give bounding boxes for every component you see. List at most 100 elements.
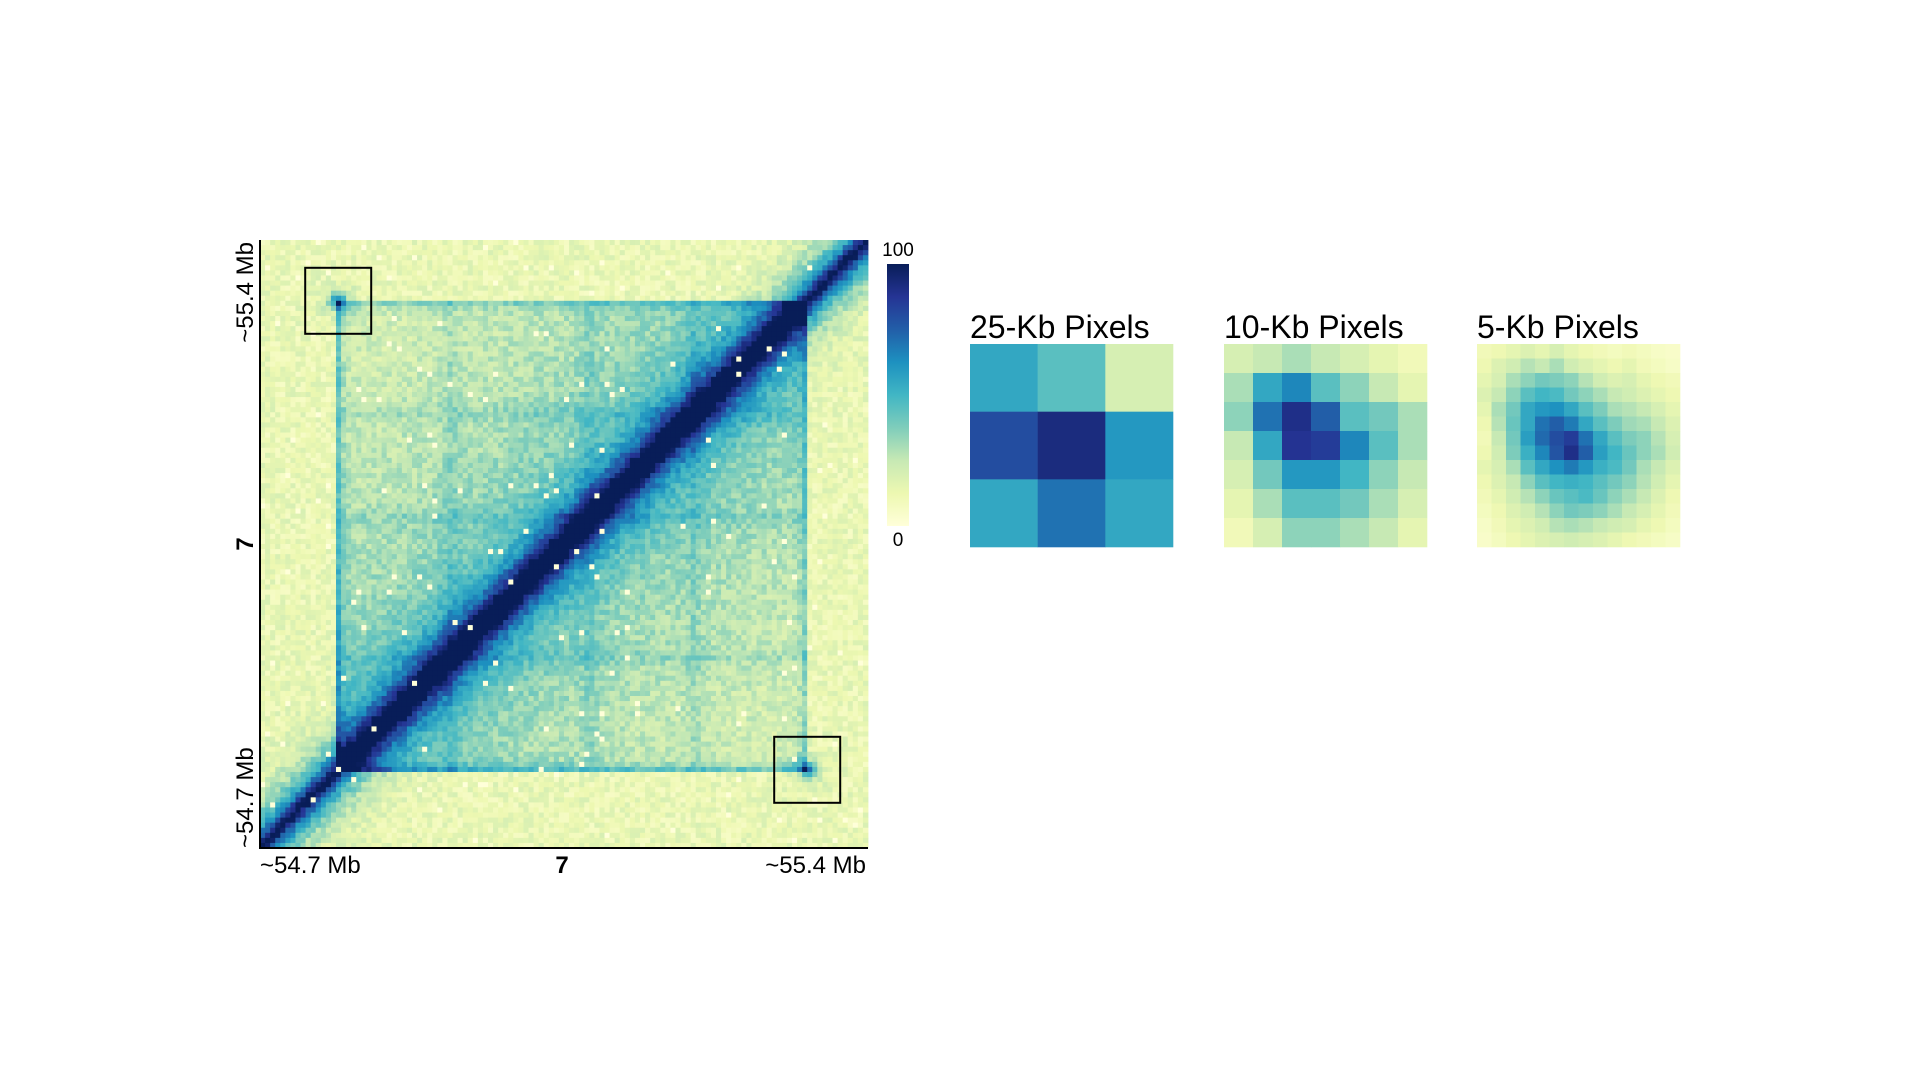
contact-map-bin (391, 503, 398, 509)
contact-map-bin (341, 381, 347, 388)
contact-map-bin (462, 675, 469, 682)
contact-map-bin (285, 746, 291, 753)
contact-map-bin (260, 427, 266, 433)
contact-map-bin (336, 503, 342, 509)
contact-map-bin (336, 655, 342, 661)
contact-map-bin (305, 837, 312, 844)
contact-map-bin (386, 483, 393, 489)
contact-map-bin (290, 488, 296, 494)
contact-map-bin (376, 614, 382, 621)
contact-map-bin (467, 468, 474, 474)
contact-map-bin (386, 827, 393, 834)
contact-map-bin (300, 468, 306, 474)
contact-map-bin (447, 716, 453, 722)
contact-map-bin (457, 285, 464, 292)
contact-map-bin (432, 290, 438, 297)
contact-map-bin (396, 381, 403, 388)
contact-map-bin (361, 751, 367, 758)
contact-map-bin (361, 392, 367, 398)
contact-map-bin (406, 665, 413, 672)
contact-map-bin (356, 285, 362, 292)
contact-map-bin (432, 604, 438, 611)
contact-map-bin (315, 488, 322, 494)
contact-map-bin (361, 594, 367, 601)
contact-map-bin (427, 452, 433, 459)
contact-map-bin (351, 584, 357, 590)
contact-map-bin (285, 559, 291, 565)
contact-map-bin (386, 706, 393, 712)
contact-map-bin (452, 579, 458, 585)
contact-map-bin (432, 817, 438, 824)
contact-map-bin (462, 437, 469, 444)
contact-map-bin (265, 680, 271, 687)
contact-map-bin (270, 305, 276, 312)
contact-map-bin (300, 670, 306, 677)
contact-map-bin (412, 331, 418, 337)
contact-map-bin (361, 432, 367, 438)
contact-map-bin (330, 422, 337, 428)
contact-map-bin (391, 599, 398, 606)
contact-map-bin (401, 417, 408, 423)
contact-map-bin (381, 842, 388, 849)
contact-map-bin (401, 751, 408, 758)
contact-map-bin (265, 670, 271, 677)
contact-map-bin (300, 594, 306, 601)
contact-map-bin (442, 690, 448, 697)
contact-map-bin (452, 609, 458, 616)
contact-map-bin (427, 574, 433, 580)
contact-map-bin (467, 614, 474, 621)
contact-map-bin (442, 478, 448, 484)
contact-map-bin (462, 787, 469, 793)
contact-map-bin (452, 837, 458, 844)
contact-map-bin (315, 473, 322, 479)
contact-map-bin (432, 822, 438, 829)
contact-map-bin (412, 802, 418, 808)
contact-map-bin (462, 538, 469, 545)
contact-map-bin (336, 417, 342, 423)
contact-map-bin (386, 392, 393, 398)
contact-map-bin (371, 250, 377, 256)
contact-map-bin (305, 310, 312, 317)
contact-map-bin (310, 564, 317, 570)
contact-map-bin (422, 574, 428, 580)
contact-map-bin (366, 594, 372, 601)
contact-map-bin (371, 614, 377, 621)
contact-map-bin (386, 660, 393, 666)
contact-map-bin (447, 837, 453, 844)
contact-map-bin (401, 802, 408, 808)
contact-map-bin (422, 670, 428, 677)
contact-map-bin (381, 381, 388, 388)
contact-map-bin (295, 711, 301, 717)
contact-map-bin (437, 559, 443, 565)
contact-map-bin (280, 376, 286, 383)
contact-map-bin (280, 270, 286, 276)
contact-map-bin (427, 457, 433, 464)
contact-map-bin (437, 549, 443, 555)
contact-map-bin (356, 650, 362, 656)
contact-map-bin (366, 736, 372, 742)
contact-map-bin (396, 371, 403, 378)
contact-map-bin (442, 366, 448, 373)
contact-map-bin (406, 812, 413, 818)
contact-map-bin (386, 488, 393, 494)
contact-map-bin (295, 503, 301, 509)
contact-map-bin (361, 255, 367, 261)
contact-map-bin (275, 736, 281, 742)
contact-map-bin (260, 275, 266, 281)
contact-map-bin (336, 620, 342, 626)
contact-map-bin (351, 741, 357, 748)
contact-map-bin (432, 447, 438, 454)
contact-map-bin (401, 351, 408, 357)
contact-map-bin (401, 690, 408, 697)
contact-map-bin (336, 807, 342, 813)
contact-map-bin (300, 645, 306, 651)
contact-map-bin (442, 462, 448, 469)
contact-map-bin (351, 609, 357, 616)
contact-map-bin (265, 513, 271, 520)
contact-map-bin (295, 447, 301, 454)
contact-map-bin (371, 407, 377, 413)
contact-map-bin (325, 432, 332, 438)
contact-map-bin (437, 660, 443, 666)
contact-map-bin (330, 620, 337, 626)
contact-map-bin (386, 620, 393, 626)
